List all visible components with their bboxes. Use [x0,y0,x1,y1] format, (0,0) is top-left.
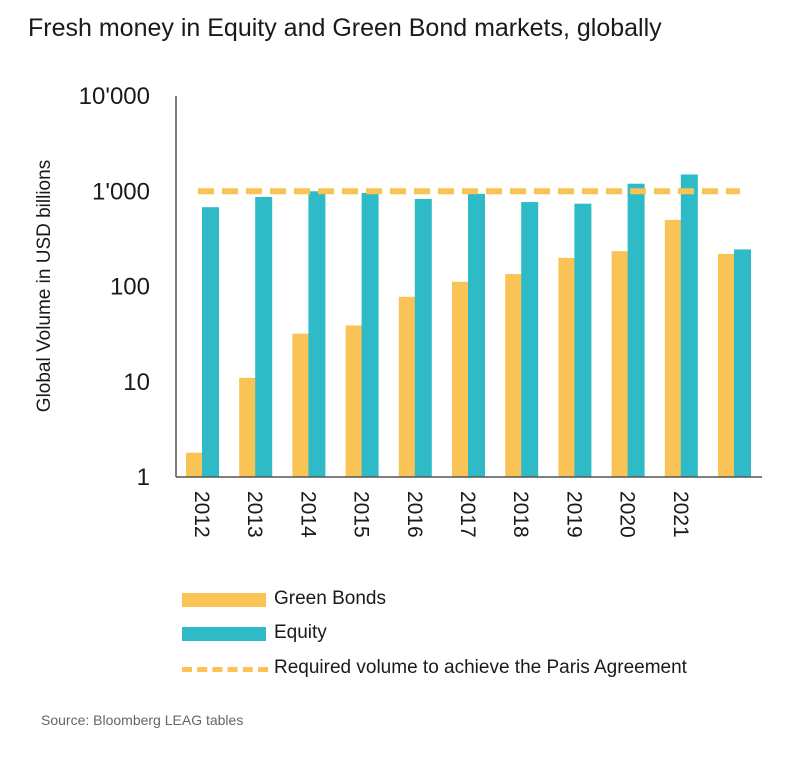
bar-green-bonds [239,377,257,477]
bar-equity [521,202,539,477]
bar-equity [361,192,379,477]
x-tick-label: 2019 [562,491,585,538]
bar-equity [308,191,326,477]
bar-green-bonds [611,251,629,477]
bar-green-bonds [186,452,203,477]
bar-green-bonds [292,333,310,477]
y-tick-label: 100 [110,274,150,301]
chart-area: 1 10 100 1'000 10'000 Global Volume in USD b… [34,83,762,538]
axes-group [175,96,762,478]
x-tick-label: 2012 [190,491,213,538]
legend-swatch-green-bonds [182,593,266,607]
bar-green-bonds [664,219,682,478]
bar-green-bonds [505,274,523,477]
source-note: Source: Bloomberg LEAG tables [41,712,244,728]
legend-label-green-bonds: Green Bonds [274,588,386,609]
legend-item-equity: Equity [180,622,780,646]
legend-label-equity: Equity [274,622,327,643]
bar-green-bonds [718,253,735,477]
x-tick-label: 2015 [350,491,373,538]
bar-equity [627,183,645,477]
bar-green-bonds [452,281,469,477]
legend-item-green-bonds: Green Bonds [180,588,780,612]
bar-equity [468,193,485,477]
bar-equity [202,207,219,477]
bar-equity [734,249,751,477]
bar-green-bonds [345,325,363,477]
y-axis-ticks: 1 10 100 1'000 10'000 [79,83,150,491]
legend-swatch-equity [182,627,266,641]
bars-group [186,174,751,478]
x-tick-label: 2018 [509,491,532,538]
y-axis-title: Global Volume in USD billions [34,160,55,412]
bar-equity [574,203,592,477]
bar-green-bonds [558,257,576,477]
y-tick-label: 10 [123,369,150,396]
y-tick-label: 10'000 [79,83,150,110]
x-tick-label: 2021 [669,491,692,538]
y-tick-label: 1 [137,464,150,491]
legend-dash-target [182,667,268,672]
y-tick-label: 1'000 [92,178,150,205]
x-tick-label: 2013 [243,491,266,538]
bar-equity [255,197,273,477]
legend-label-target: Required volume to achieve the Paris Agr… [274,657,687,678]
x-axis-labels: 2012 2013 2014 2015 2016 2017 2018 2019 2020 2021 [190,491,692,538]
bar-equity [414,198,432,477]
chart-title: Fresh money in Equity and Green Bond mar… [28,14,662,42]
x-tick-label: 2020 [616,491,639,538]
x-tick-label: 2014 [296,491,319,538]
bar-equity [680,174,698,478]
legend-item-target: Required volume to achieve the Paris Agr… [180,657,780,681]
bar-green-bonds [398,296,416,477]
x-tick-label: 2016 [403,491,426,538]
x-tick-label: 2017 [456,491,479,538]
